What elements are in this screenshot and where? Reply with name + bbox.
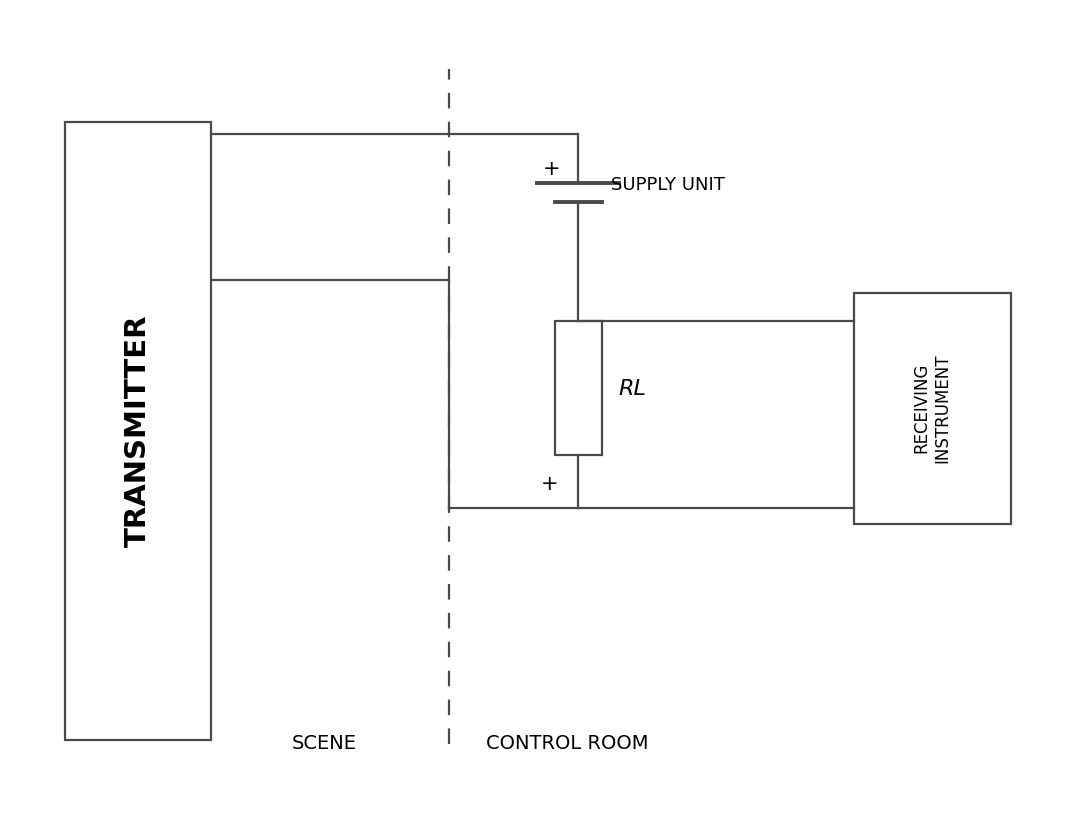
Bar xyxy=(555,321,602,455)
Text: RL: RL xyxy=(618,379,646,398)
Text: +: + xyxy=(543,159,560,179)
Text: RECEIVING
INSTRUMENT: RECEIVING INSTRUMENT xyxy=(912,354,951,463)
Text: +: + xyxy=(540,474,558,493)
Bar xyxy=(65,122,211,740)
Text: CONTROL ROOM: CONTROL ROOM xyxy=(486,734,649,754)
Text: TRANSMITTER: TRANSMITTER xyxy=(124,315,152,547)
Text: SCENE: SCENE xyxy=(292,734,357,754)
Text: SUPPLY UNIT: SUPPLY UNIT xyxy=(611,176,724,194)
Bar xyxy=(854,293,1011,524)
